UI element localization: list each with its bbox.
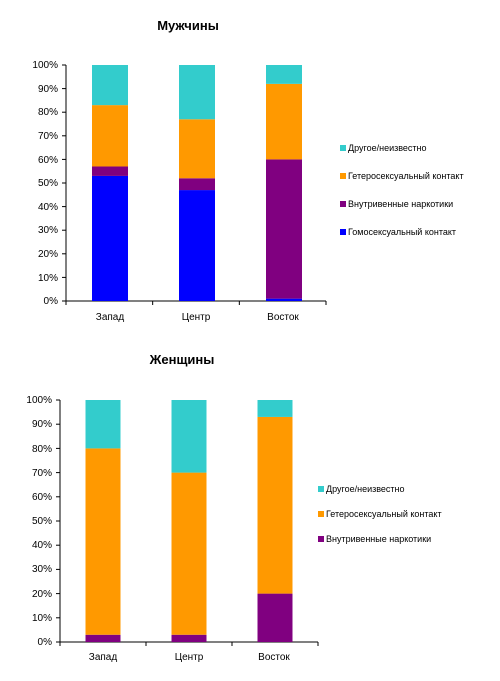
y-tick-label: 20% xyxy=(32,589,52,600)
y-tick-label: 30% xyxy=(32,564,52,575)
legend-swatch xyxy=(340,229,346,235)
x-tick-label: Восток xyxy=(267,312,299,323)
y-tick-label: 10% xyxy=(38,273,58,284)
bars xyxy=(85,400,293,642)
y-tick-label: 10% xyxy=(32,613,52,624)
bar-segment xyxy=(257,416,293,594)
bar-segment xyxy=(171,472,207,635)
y-tick-label: 90% xyxy=(32,419,52,430)
x-tick-label: Центр xyxy=(182,312,211,323)
legend-swatch xyxy=(340,173,346,179)
bar-segment xyxy=(257,400,293,417)
bar-segment xyxy=(266,159,302,299)
bar-segment xyxy=(92,105,128,167)
legend-label: Гетеросексуальный контакт xyxy=(348,171,464,181)
bar-segment xyxy=(171,634,207,642)
bar-segment xyxy=(266,298,302,301)
bar-segment xyxy=(171,400,207,473)
legend-label: Гомосексуальный контакт xyxy=(348,227,456,237)
y-tick-label: 50% xyxy=(38,178,58,189)
y-tick-label: 20% xyxy=(38,249,58,260)
legend-label: Другое/неизвестно xyxy=(348,143,427,153)
bar-segment xyxy=(266,83,302,160)
y-tick-labels: 0% 10% 20% 30% 40% 50% 60% 70% 80% 90% 1… xyxy=(26,395,52,648)
bar-segment xyxy=(257,593,293,642)
bar-segment xyxy=(179,65,215,120)
legend-swatch xyxy=(318,486,324,492)
y-tick-label: 60% xyxy=(32,492,52,503)
y-tick-label: 40% xyxy=(38,202,58,213)
y-tick-label: 0% xyxy=(44,296,59,307)
y-tick-label: 80% xyxy=(38,107,58,118)
bar-segment xyxy=(179,178,215,191)
x-tick-label: Восток xyxy=(258,652,290,663)
y-tick-label: 30% xyxy=(38,225,58,236)
y-tick-label: 100% xyxy=(32,60,58,71)
bar-segment xyxy=(85,400,121,449)
y-tick-label: 0% xyxy=(38,637,53,648)
y-tick-label: 50% xyxy=(32,516,52,527)
y-tick-label: 40% xyxy=(32,540,52,551)
chart-title: Женщины xyxy=(149,352,215,367)
y-tick-label: 80% xyxy=(32,444,52,455)
y-tick-label: 90% xyxy=(38,84,58,95)
bar-segment xyxy=(92,166,128,176)
x-tick-labels: Запад Центр Восток xyxy=(96,312,300,323)
chart-title: Мужчины xyxy=(157,18,219,33)
y-tick-label: 60% xyxy=(38,155,58,166)
y-tick-label: 100% xyxy=(26,395,52,406)
legend: Другое/неизвестно Гетеросексуальный конт… xyxy=(340,143,464,237)
bar-segment xyxy=(85,634,121,642)
x-tick-label: Запад xyxy=(89,652,118,663)
bar-segment xyxy=(85,448,121,635)
y-tick-labels: 0% 10% 20% 30% 40% 50% 60% 70% 80% 90% 1… xyxy=(32,60,58,307)
legend-swatch xyxy=(318,511,324,517)
legend-label: Другое/неизвестно xyxy=(326,484,405,494)
bar-segment xyxy=(92,175,128,301)
bar-segment xyxy=(266,65,302,84)
chart-men: Мужчины 0% 10% 20% 30% 40% 50% 60% 70% 8… xyxy=(32,18,463,323)
bar-segment xyxy=(179,190,215,301)
legend-label: Внутривенные наркотики xyxy=(348,199,453,209)
x-tick-label: Центр xyxy=(175,652,204,663)
bar-segment xyxy=(92,65,128,106)
legend-label: Гетеросексуальный контакт xyxy=(326,509,442,519)
y-tick-label: 70% xyxy=(32,468,52,479)
legend-label: Внутривенные наркотики xyxy=(326,534,431,544)
legend-swatch xyxy=(340,201,346,207)
x-tick-label: Запад xyxy=(96,312,125,323)
bar-segment xyxy=(179,119,215,179)
legend-swatch xyxy=(340,145,346,151)
x-tick-labels: Запад Центр Восток xyxy=(89,652,291,663)
bars xyxy=(92,65,302,301)
legend-swatch xyxy=(318,536,324,542)
chart-women: Женщины 0% 10% 20% 30% 40% 50% 60% 70% 8… xyxy=(26,352,441,663)
legend: Другое/неизвестно Гетеросексуальный конт… xyxy=(318,484,442,544)
y-tick-label: 70% xyxy=(38,131,58,142)
